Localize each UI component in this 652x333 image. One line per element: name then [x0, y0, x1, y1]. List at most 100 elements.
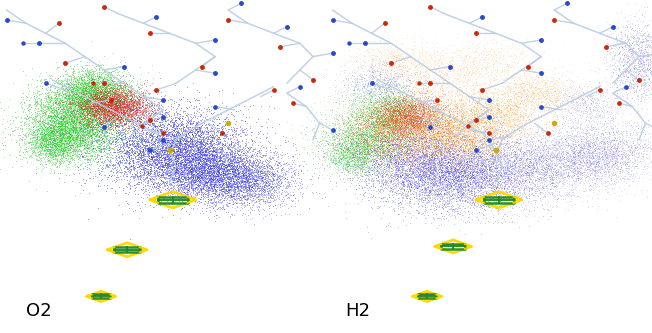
Point — [569, 161, 580, 166]
Point — [384, 119, 394, 124]
Point — [96, 123, 106, 128]
Point — [420, 154, 430, 159]
Point — [79, 78, 89, 83]
Point — [405, 187, 415, 192]
Point — [350, 155, 361, 160]
Point — [83, 100, 94, 105]
Point — [381, 105, 391, 111]
Point — [84, 152, 95, 158]
Point — [393, 137, 404, 142]
Point — [568, 154, 578, 159]
Point — [55, 154, 66, 159]
Point — [80, 107, 90, 112]
Point — [125, 105, 136, 111]
Point — [192, 97, 203, 102]
Point — [361, 153, 371, 158]
Point — [588, 115, 599, 120]
Point — [387, 142, 397, 148]
Point — [197, 128, 207, 134]
Point — [626, 164, 636, 169]
Point — [96, 105, 106, 110]
Point — [121, 148, 132, 153]
Point — [528, 65, 539, 70]
Point — [212, 145, 222, 150]
Point — [434, 175, 445, 180]
Point — [475, 206, 485, 211]
Point — [118, 110, 128, 115]
Point — [152, 154, 162, 159]
Point — [370, 147, 381, 152]
Point — [434, 191, 445, 196]
Point — [499, 157, 510, 162]
Point — [108, 117, 118, 122]
Point — [258, 178, 269, 183]
Point — [403, 116, 413, 122]
Point — [477, 118, 488, 123]
Point — [34, 101, 44, 107]
Point — [366, 127, 377, 132]
Point — [591, 173, 602, 178]
Point — [450, 168, 460, 174]
Point — [430, 180, 440, 186]
Point — [342, 158, 353, 164]
Point — [124, 145, 134, 150]
Point — [47, 131, 57, 137]
Point — [110, 105, 121, 111]
Point — [70, 154, 81, 159]
Point — [436, 139, 447, 145]
Point — [518, 97, 529, 102]
Point — [463, 199, 473, 205]
Point — [382, 181, 393, 186]
Point — [110, 99, 121, 105]
Point — [332, 145, 342, 150]
Point — [82, 111, 92, 117]
Point — [361, 151, 371, 156]
Point — [232, 180, 243, 185]
Point — [79, 129, 89, 134]
Point — [451, 170, 462, 175]
Point — [214, 194, 224, 199]
Point — [398, 120, 409, 126]
Point — [62, 164, 72, 169]
Point — [541, 162, 551, 167]
Point — [423, 134, 434, 139]
Point — [251, 168, 261, 173]
Point — [121, 103, 132, 108]
Point — [436, 87, 446, 92]
Point — [614, 173, 624, 179]
Point — [171, 153, 181, 158]
Point — [437, 184, 448, 190]
Point — [138, 170, 149, 175]
Point — [517, 160, 527, 165]
Point — [387, 80, 397, 86]
Point — [380, 107, 391, 113]
Point — [94, 128, 104, 134]
Point — [395, 148, 406, 153]
Point — [230, 173, 240, 178]
Point — [106, 107, 117, 112]
Point — [414, 158, 424, 163]
Point — [389, 141, 399, 147]
Point — [542, 103, 552, 109]
Point — [430, 125, 440, 130]
Point — [632, 53, 643, 59]
Point — [490, 183, 500, 188]
Point — [471, 177, 482, 183]
Point — [451, 167, 462, 172]
Point — [317, 121, 327, 126]
Point — [512, 168, 523, 174]
Point — [237, 117, 247, 123]
Point — [411, 115, 421, 121]
Point — [397, 136, 408, 142]
Point — [346, 143, 356, 149]
Point — [213, 170, 224, 176]
Point — [606, 177, 616, 183]
Point — [355, 117, 366, 123]
Point — [442, 121, 452, 126]
Point — [488, 105, 498, 110]
Point — [162, 145, 173, 151]
Point — [626, 81, 636, 86]
Point — [366, 120, 377, 126]
Point — [52, 105, 63, 110]
Point — [376, 66, 386, 71]
